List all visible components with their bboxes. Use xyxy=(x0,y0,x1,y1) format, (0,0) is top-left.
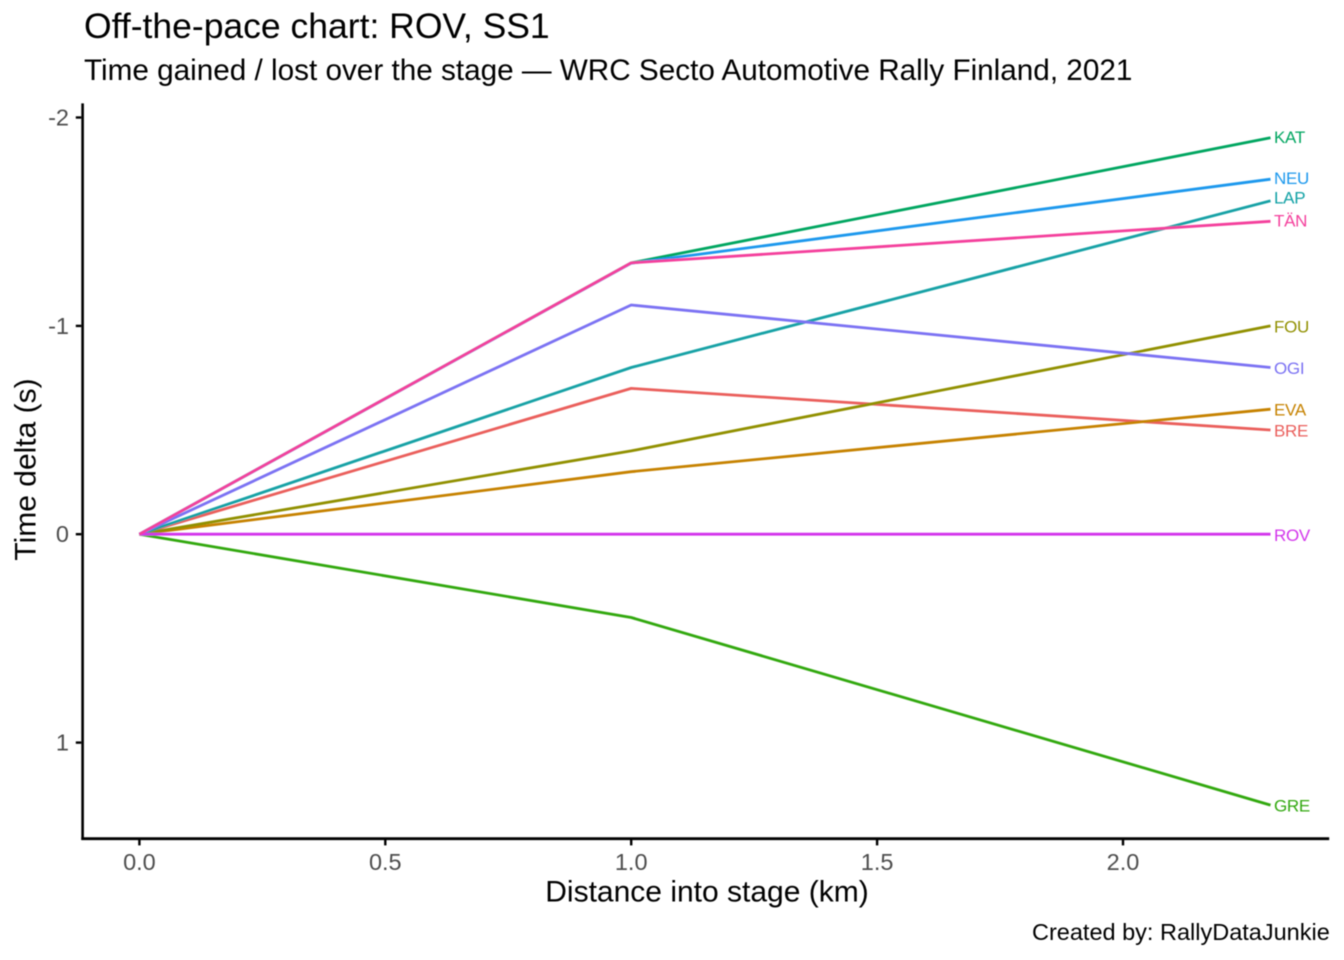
svg-text:FOU: FOU xyxy=(1274,317,1309,336)
svg-text:1.5: 1.5 xyxy=(861,849,894,875)
svg-text:1: 1 xyxy=(56,730,69,756)
svg-text:Time gained / lost over the st: Time gained / lost over the stage — WRC … xyxy=(84,54,1132,87)
svg-text:0.5: 0.5 xyxy=(369,849,402,875)
svg-text:TÄN: TÄN xyxy=(1274,212,1307,231)
svg-text:1.0: 1.0 xyxy=(615,849,648,875)
svg-text:KAT: KAT xyxy=(1274,128,1305,147)
svg-text:Time delta (s): Time delta (s) xyxy=(10,378,43,560)
svg-text:GRE: GRE xyxy=(1274,797,1310,816)
svg-text:0: 0 xyxy=(56,521,69,547)
svg-text:LAP: LAP xyxy=(1274,188,1305,207)
svg-text:2.0: 2.0 xyxy=(1107,849,1140,875)
svg-text:NEU: NEU xyxy=(1274,169,1309,188)
svg-text:-2: -2 xyxy=(48,104,69,130)
svg-text:OGI: OGI xyxy=(1274,359,1304,378)
svg-text:Distance into stage (km): Distance into stage (km) xyxy=(545,876,868,909)
svg-text:Created by: RallyDataJunkie: Created by: RallyDataJunkie xyxy=(1032,919,1330,945)
svg-text:0.0: 0.0 xyxy=(123,849,156,875)
svg-text:-1: -1 xyxy=(48,313,69,339)
svg-text:Off-the-pace chart: ROV, SS1: Off-the-pace chart: ROV, SS1 xyxy=(84,6,550,46)
svg-text:ROV: ROV xyxy=(1274,526,1311,545)
svg-text:EVA: EVA xyxy=(1274,400,1307,419)
svg-text:BRE: BRE xyxy=(1274,421,1308,440)
